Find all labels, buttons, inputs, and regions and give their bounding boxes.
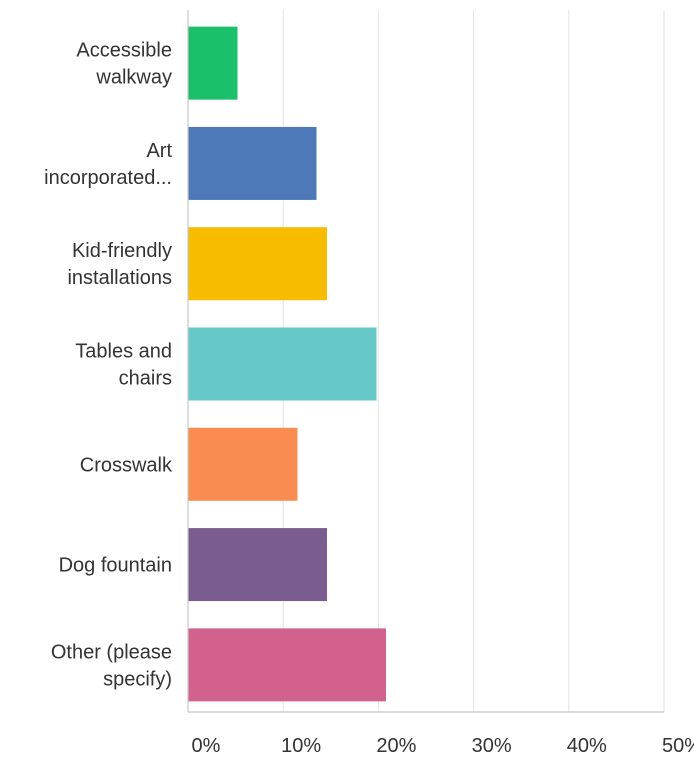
bars [188,26,387,702]
category-label: Kid-friendly [72,240,172,262]
category-label: Tables and [75,341,172,363]
bar [188,26,238,100]
bar [188,427,298,501]
bar [188,327,377,401]
x-tick-label: 0% [192,735,221,757]
category-label: Art [146,140,172,162]
x-axis-ticks: 0% 10% 20% 30% 40% 50% [192,735,694,757]
category-label: incorporated... [44,167,172,189]
category-label: specify) [103,668,172,690]
x-tick-label: 30% [472,735,512,757]
category-label: Accessible [76,40,172,62]
category-label: Crosswalk [80,454,173,476]
bar [188,126,317,200]
x-tick-label: 40% [567,735,607,757]
bar [188,628,387,702]
category-labels: Accessible walkway Art incorporated... Kid-f… [44,40,173,691]
category-label: Dog fountain [59,555,172,577]
category-label: walkway [95,67,172,89]
bar [188,227,327,301]
category-label: chairs [119,368,172,390]
bar [188,528,327,602]
x-tick-label: 50% [662,735,694,757]
category-label: installations [67,267,172,289]
category-label: Other (please [51,641,172,663]
x-tick-label: 20% [376,735,416,757]
x-tick-label: 10% [281,735,321,757]
